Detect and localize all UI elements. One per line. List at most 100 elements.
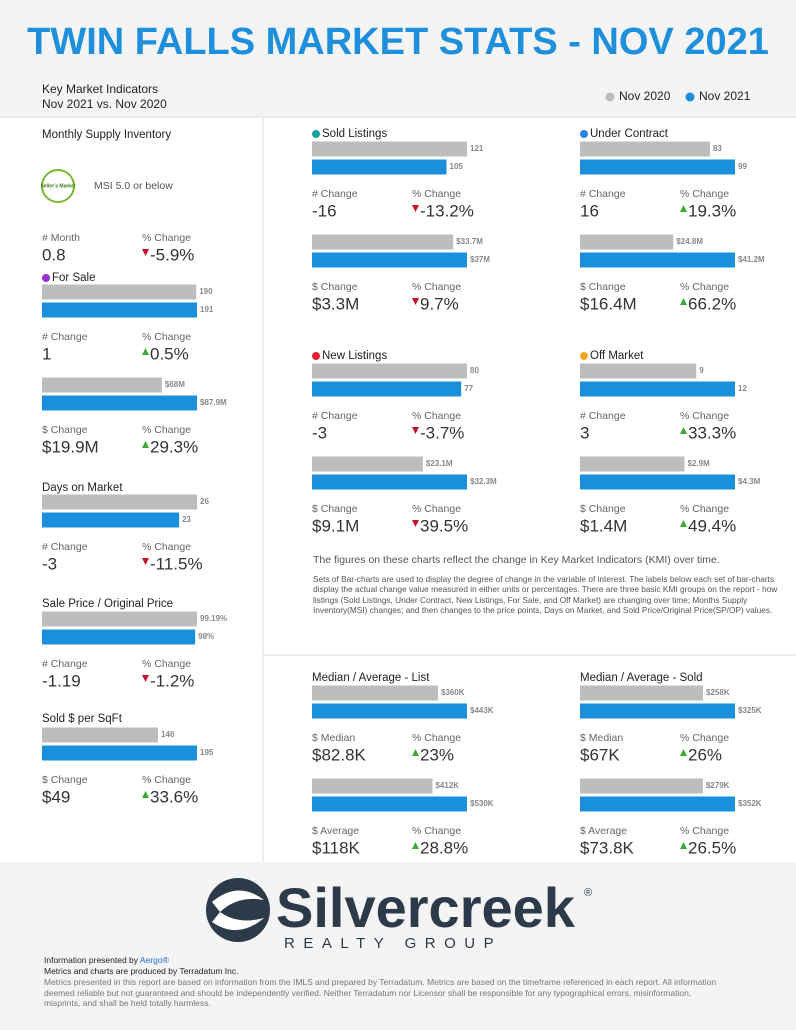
stat-label: % Change — [412, 825, 461, 837]
stat-value: $16.4M — [580, 294, 637, 313]
bar — [580, 796, 735, 812]
stat-value: $1.4M — [580, 516, 627, 535]
stat-label: % Change — [412, 188, 461, 200]
bar — [312, 141, 467, 157]
stat-label: % Change — [142, 232, 191, 244]
bar-label: 99.19% — [200, 614, 227, 623]
trend-arrow — [680, 520, 687, 527]
trend-arrow — [142, 675, 149, 682]
bar-label: 12 — [738, 384, 747, 393]
bar-label: $33.7M — [456, 237, 483, 246]
bar — [312, 703, 467, 719]
bar-label: $258K — [706, 688, 730, 697]
stat-value: $67K — [580, 745, 620, 764]
bar — [42, 512, 180, 528]
bar — [42, 284, 197, 300]
title-dot — [580, 130, 588, 138]
bar-label: 26 — [200, 497, 209, 506]
bar — [580, 778, 703, 794]
legend-dot — [685, 92, 695, 102]
block-title: Median / Average - List — [312, 672, 430, 684]
bar-label: $412K — [435, 781, 459, 790]
logo-name: Silvercreek — [276, 876, 576, 939]
bar — [580, 141, 710, 157]
stat-label: % Change — [412, 281, 461, 293]
trend-arrow — [680, 427, 687, 434]
subtitle: Nov 2021 vs. Nov 2020 — [42, 97, 167, 111]
stat-label: # Change — [42, 541, 88, 553]
stat-value: 9.7% — [420, 294, 459, 313]
bar — [312, 474, 467, 490]
bar-label: 195 — [200, 748, 214, 757]
block-title: Under Contract — [590, 128, 669, 140]
stat-label: % Change — [680, 410, 729, 422]
stat-value: 28.8% — [420, 838, 468, 857]
stat-label: $ Change — [580, 503, 626, 515]
stat-label: # Change — [42, 331, 88, 343]
logo-tagline: REALTY GROUP — [284, 935, 502, 952]
title: TWIN FALLS MARKET STATS - NOV 2021 — [27, 21, 769, 63]
stat-label: # Month — [42, 232, 80, 244]
stat-label: $ Change — [42, 424, 88, 436]
stat-value: 26.5% — [688, 838, 736, 857]
bar — [42, 395, 197, 411]
bar-label: $4.3M — [738, 477, 761, 486]
stat-label: $ Change — [42, 774, 88, 786]
badge — [41, 169, 75, 203]
bar — [580, 703, 735, 719]
note: Sets of Bar-charts are used to display t… — [313, 574, 778, 616]
block-title: For Sale — [52, 272, 95, 284]
trend-arrow — [680, 749, 687, 756]
trend-arrow — [412, 205, 419, 212]
stat-label: % Change — [680, 281, 729, 293]
stat-value: 26% — [688, 745, 722, 764]
block-title: Sold $ per SqFt — [42, 713, 123, 725]
bar-label: $2.9M — [688, 459, 711, 468]
bar — [42, 745, 197, 761]
bar-label: $37M — [470, 255, 490, 264]
stat-value: 23% — [420, 745, 454, 764]
trend-arrow — [680, 205, 687, 212]
bar-label: 146 — [161, 730, 175, 739]
title-dot — [312, 352, 320, 360]
bar — [312, 159, 447, 175]
stat-value: 29.3% — [150, 437, 198, 456]
bar — [580, 474, 735, 490]
block-title: Off Market — [590, 350, 644, 362]
stat-label: % Change — [412, 503, 461, 515]
stat-value: 33.3% — [688, 423, 736, 442]
stat-value: $19.9M — [42, 437, 99, 456]
bar-label: 80 — [470, 366, 479, 375]
footer-line: Metrics and charts are produced by Terra… — [44, 966, 239, 976]
stat-label: % Change — [142, 774, 191, 786]
block-title: Sale Price / Original Price — [42, 598, 173, 610]
stat-label: % Change — [142, 331, 191, 343]
legend-label: Nov 2020 — [619, 89, 671, 103]
bar-label: $325K — [738, 706, 762, 715]
bar — [580, 234, 674, 250]
footer-link[interactable]: Aergo® — [139, 955, 169, 965]
trend-arrow — [680, 298, 687, 305]
block-title: Monthly Supply Inventory — [42, 129, 171, 141]
bar — [580, 456, 685, 472]
stat-value: -11.5% — [150, 554, 203, 573]
block-title: Days on Market — [42, 482, 123, 494]
trend-arrow — [142, 441, 149, 448]
stat-label: # Change — [580, 410, 626, 422]
title-dot — [312, 130, 320, 138]
stat-label: % Change — [680, 825, 729, 837]
stat-label: $ Change — [312, 503, 358, 515]
stat-value: 0.5% — [150, 344, 189, 363]
stat-label: $ Median — [580, 732, 623, 744]
stat-label: % Change — [142, 424, 191, 436]
bar — [312, 778, 433, 794]
stat-label: # Change — [312, 410, 358, 422]
legend-label: Nov 2021 — [699, 89, 751, 103]
bar-label: $41.2M — [738, 255, 765, 264]
bar-label: $360K — [441, 688, 465, 697]
stat-value: -3 — [312, 423, 327, 442]
bar — [312, 363, 467, 379]
stat-value: $49 — [42, 787, 70, 806]
